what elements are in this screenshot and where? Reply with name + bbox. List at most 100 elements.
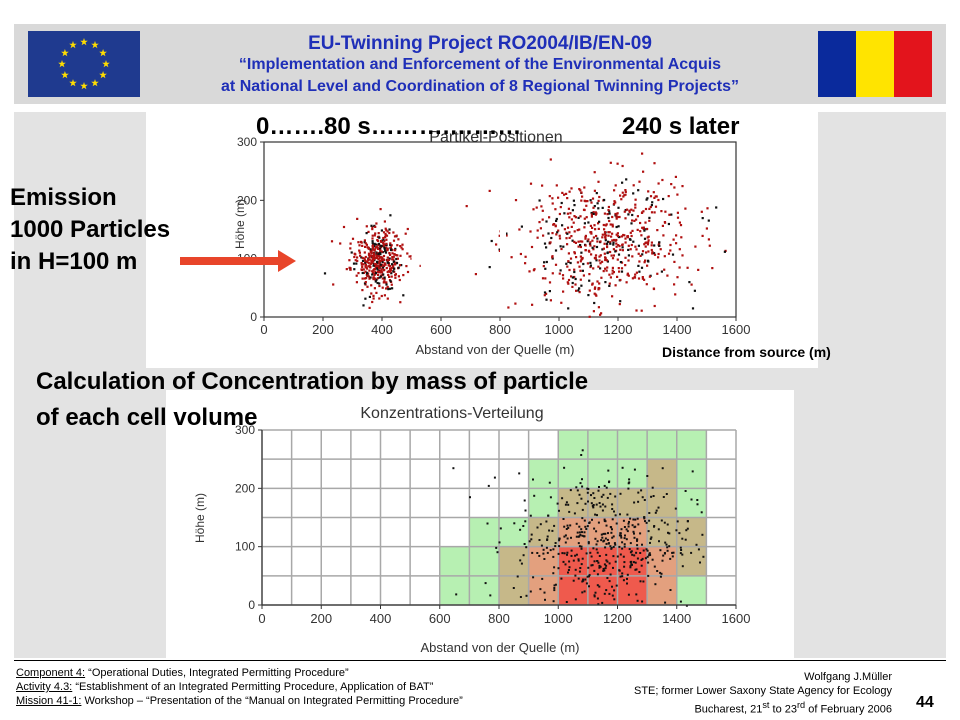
particle-point	[531, 303, 534, 306]
particle-point	[399, 254, 402, 257]
concentration-cell	[262, 546, 292, 576]
particle-point	[707, 238, 710, 241]
particle-point	[577, 245, 580, 248]
particle-point	[378, 247, 382, 250]
particle-point	[652, 191, 655, 194]
particle-point	[611, 295, 614, 298]
particle-point	[558, 537, 561, 540]
particle-point	[585, 528, 588, 530]
particle-point	[402, 294, 405, 297]
particle-point	[609, 573, 612, 576]
particle-point	[553, 524, 556, 527]
particle-point	[551, 257, 554, 260]
particle-point	[578, 291, 581, 294]
particle-point	[646, 475, 649, 477]
particle-point	[545, 292, 548, 295]
particle-point	[406, 252, 409, 255]
eu-star-icon	[69, 79, 77, 87]
particle-point	[601, 233, 604, 236]
plot1-ylabel: Höhe (m)	[233, 199, 247, 249]
particle-point	[581, 478, 583, 481]
particle-point	[348, 266, 351, 269]
particle-point	[603, 569, 606, 572]
particle-point	[389, 243, 392, 246]
particle-point	[498, 248, 501, 251]
particle-point	[681, 537, 684, 540]
particle-point	[632, 240, 635, 243]
particle-point	[570, 235, 573, 238]
concentration-cell	[558, 430, 588, 460]
particle-point	[377, 232, 380, 235]
particle-point	[675, 529, 678, 532]
particle-point	[643, 517, 646, 520]
particle-point	[610, 547, 613, 550]
concentration-cell	[291, 488, 322, 518]
particle-point	[650, 495, 653, 498]
particle-point	[557, 567, 560, 570]
particle-point	[661, 224, 664, 227]
particle-point	[593, 527, 596, 530]
particle-point	[579, 482, 582, 485]
particle-point	[647, 250, 650, 253]
particle-point	[606, 260, 609, 263]
particle-point	[367, 230, 370, 233]
eu-flag-icon	[28, 31, 140, 97]
particle-point	[640, 234, 643, 237]
particle-point	[528, 540, 531, 543]
particle-point	[365, 277, 368, 280]
particle-point	[567, 252, 570, 255]
particle-point	[659, 571, 662, 574]
particle-point	[605, 242, 609, 245]
particle-point	[591, 197, 595, 200]
particle-point	[378, 282, 381, 285]
particle-point	[647, 574, 650, 577]
particle-point	[596, 551, 599, 554]
concentration-cell	[469, 546, 499, 576]
emission-line1: Emission	[10, 184, 117, 211]
particle-point	[380, 294, 383, 298]
plot1-ytick-label: 0	[250, 310, 257, 324]
particle-point	[608, 210, 611, 213]
particle-point	[681, 254, 684, 257]
particle-point	[516, 575, 519, 578]
particle-point	[387, 258, 391, 261]
particle-point	[615, 214, 618, 217]
particle-point	[604, 281, 607, 284]
particle-point	[627, 213, 630, 216]
particle-point	[574, 574, 577, 577]
plot1-gap-left	[411, 143, 420, 316]
particle-point	[382, 273, 385, 276]
particle-point	[600, 539, 603, 542]
particle-point	[605, 259, 609, 262]
particle-point	[573, 204, 576, 207]
particle-point	[371, 240, 374, 243]
particle-point	[498, 234, 501, 237]
particle-point	[541, 184, 544, 187]
particle-point	[605, 524, 608, 527]
particle-point	[615, 233, 618, 236]
particle-point	[544, 598, 546, 601]
particle-point	[589, 199, 592, 202]
particle-point	[604, 237, 607, 240]
particle-point	[382, 254, 386, 258]
particle-point	[378, 257, 381, 260]
particle-point	[580, 563, 583, 566]
particle-point	[658, 540, 660, 543]
particle-point	[564, 503, 567, 506]
concentration-cell	[587, 575, 618, 605]
particle-point	[601, 260, 604, 263]
particle-point	[573, 230, 576, 233]
plot1-xtick-label: 400	[371, 322, 393, 337]
particle-point	[542, 552, 545, 555]
particle-point	[628, 481, 631, 484]
particle-point	[390, 244, 393, 247]
particle-point	[401, 243, 404, 246]
particle-point	[630, 234, 633, 238]
particle-point	[572, 199, 575, 202]
particle-point	[573, 275, 576, 279]
particle-point	[625, 538, 628, 541]
particle-point	[372, 264, 375, 267]
particle-point	[383, 240, 386, 243]
particle-point	[612, 555, 615, 558]
plot2-ytick-label: 100	[235, 540, 255, 554]
